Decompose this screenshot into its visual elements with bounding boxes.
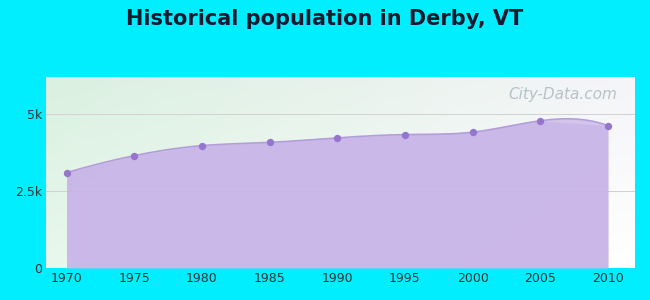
Point	[129, 153, 140, 158]
Point	[265, 140, 275, 145]
Text: City-Data.com: City-Data.com	[508, 86, 618, 101]
Point	[603, 123, 613, 128]
Point	[332, 136, 343, 140]
Point	[61, 170, 72, 175]
Point	[400, 132, 410, 137]
Point	[467, 130, 478, 135]
Text: Historical population in Derby, VT: Historical population in Derby, VT	[126, 9, 524, 29]
Point	[535, 118, 545, 123]
Point	[197, 143, 207, 148]
